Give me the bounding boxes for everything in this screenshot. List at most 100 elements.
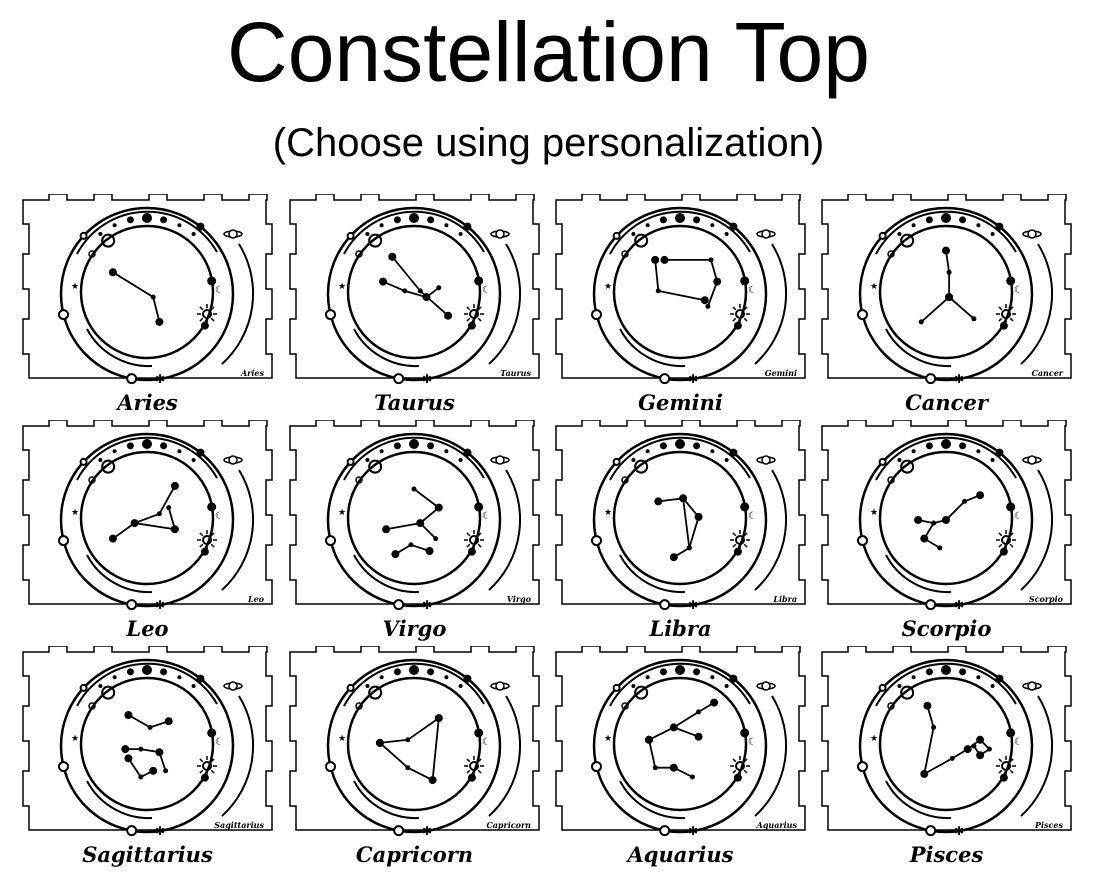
sun-ray bbox=[199, 758, 204, 763]
ring-dot bbox=[612, 231, 621, 240]
sun-ray bbox=[477, 758, 482, 763]
moon-phase-dot bbox=[693, 668, 701, 676]
moon-phase-dot bbox=[142, 213, 152, 223]
tile-aries[interactable]: ☾ ★ ✱ Aries bbox=[19, 194, 276, 390]
sun-icon bbox=[469, 309, 479, 319]
constellation-star bbox=[405, 737, 411, 743]
tile-cancer[interactable]: ☾ ★ ✱ Cancer bbox=[818, 194, 1075, 390]
moon-phase-dot bbox=[112, 675, 117, 680]
tile-libra[interactable]: ☾ ★ ✱ Libra bbox=[552, 420, 809, 616]
sun-ray bbox=[732, 532, 737, 537]
moon-phase-dot bbox=[724, 683, 729, 688]
moon-phase-dot bbox=[409, 665, 419, 675]
constellation-star bbox=[655, 288, 661, 294]
sun-ray bbox=[477, 317, 482, 322]
moon-phase-dot bbox=[393, 668, 401, 676]
star-icon: ★ bbox=[604, 733, 612, 743]
sun-ray bbox=[1009, 306, 1014, 311]
sun-icon bbox=[735, 535, 745, 545]
ring-dot bbox=[346, 683, 355, 692]
planet-icon bbox=[1027, 229, 1037, 239]
constellation-star bbox=[124, 754, 133, 763]
tile-aquarius[interactable]: ☾ ★ ✱ Aquarius bbox=[552, 646, 809, 842]
moon-phase-dot bbox=[98, 457, 103, 462]
ring-dot bbox=[999, 321, 1008, 330]
ring-dot bbox=[659, 599, 671, 611]
moon-phase-dot bbox=[710, 675, 715, 680]
tile-leo[interactable]: ☾ ★ ✱ Leo bbox=[19, 420, 276, 616]
sign-label: Capricorn bbox=[355, 842, 474, 867]
ring-dot bbox=[393, 373, 405, 385]
moon-phase-dot bbox=[444, 675, 449, 680]
spiral-inner bbox=[88, 476, 96, 484]
moon-phase-dot bbox=[631, 457, 636, 462]
ring-dot bbox=[740, 276, 750, 286]
sun-ray bbox=[466, 317, 471, 322]
sun-ray bbox=[1009, 758, 1014, 763]
tile-scorpio[interactable]: ☾ ★ ✱ Scorpio bbox=[818, 420, 1075, 616]
moon-phase-dot bbox=[427, 442, 435, 450]
moon-phase-dot bbox=[645, 675, 650, 680]
planet-icon bbox=[228, 681, 238, 691]
constellation-artwork: ☾ ★ ✱ bbox=[555, 420, 806, 612]
sign-label: Sagittarius bbox=[82, 842, 213, 867]
planet-icon bbox=[495, 681, 505, 691]
tile-virgo[interactable]: ☾ ★ ✱ Virgo bbox=[286, 420, 543, 616]
constellation-line bbox=[948, 296, 975, 320]
arc-top bbox=[609, 662, 751, 707]
tile-pisces[interactable]: ☾ ★ ✱ Pisces bbox=[818, 646, 1075, 842]
frame-outline bbox=[22, 194, 273, 379]
arc-bottom bbox=[619, 554, 686, 594]
spiral-inner bbox=[355, 702, 363, 710]
tile-taurus[interactable]: ☾ ★ ✱ Taurus bbox=[286, 194, 543, 390]
mini-sign-label: Aquarius bbox=[756, 820, 797, 830]
asterisk-icon: ✱ bbox=[155, 598, 165, 612]
moon-phase-dot bbox=[941, 213, 951, 223]
constellation-line bbox=[385, 488, 441, 531]
constellation-star bbox=[660, 255, 669, 264]
sun-ray bbox=[743, 306, 748, 311]
moon-phase-dot bbox=[393, 216, 401, 224]
ring-dot bbox=[200, 547, 209, 556]
moon-phase-dot bbox=[976, 449, 981, 454]
ring-dot bbox=[324, 761, 336, 773]
arc-bottom bbox=[86, 780, 153, 820]
outer-ring bbox=[59, 432, 235, 608]
constellation-star bbox=[405, 765, 411, 771]
tile-sagittarius[interactable]: ☾ ★ ✱ Sagittarius bbox=[19, 646, 276, 842]
moon-icon: ☾ bbox=[482, 511, 491, 522]
constellation-star bbox=[945, 293, 954, 302]
sun-ray bbox=[732, 306, 737, 311]
spiral-inner bbox=[621, 250, 629, 258]
ring-dot bbox=[126, 825, 138, 837]
arc-right bbox=[1020, 469, 1054, 591]
mini-sign-label: Gemini bbox=[764, 368, 797, 378]
mini-sign-label: Libra bbox=[773, 594, 797, 604]
moon-phase-dot bbox=[98, 683, 103, 688]
constellation-line bbox=[379, 718, 440, 782]
ring-dot bbox=[856, 535, 868, 547]
moon-phase-dot bbox=[409, 439, 419, 449]
sun-ray bbox=[743, 532, 748, 537]
constellation-star bbox=[671, 724, 677, 730]
constellation-star bbox=[108, 268, 117, 277]
constellation-line bbox=[382, 280, 440, 299]
constellation-star bbox=[645, 735, 653, 744]
planet-icon bbox=[228, 229, 238, 239]
constellation-star bbox=[679, 494, 688, 503]
constellation-star bbox=[444, 311, 453, 320]
inner-ring bbox=[346, 224, 482, 360]
constellation-line bbox=[973, 739, 991, 757]
constellation-artwork: ☾ ★ ✱ bbox=[555, 646, 806, 838]
arc-top bbox=[609, 210, 751, 255]
asterisk-icon: ✱ bbox=[688, 824, 698, 838]
tile-gemini[interactable]: ☾ ★ ✱ Gemini bbox=[552, 194, 809, 390]
arc-right bbox=[754, 695, 788, 817]
moon-icon: ☾ bbox=[1014, 737, 1023, 748]
sun-ray bbox=[732, 543, 737, 548]
constellation-star bbox=[705, 303, 711, 309]
tile-capricorn[interactable]: ☾ ★ ✱ Capricorn bbox=[286, 646, 543, 842]
asterisk-icon: ✱ bbox=[954, 598, 964, 612]
moon-phase-dot bbox=[409, 213, 419, 223]
sign-label: Taurus bbox=[374, 390, 455, 415]
